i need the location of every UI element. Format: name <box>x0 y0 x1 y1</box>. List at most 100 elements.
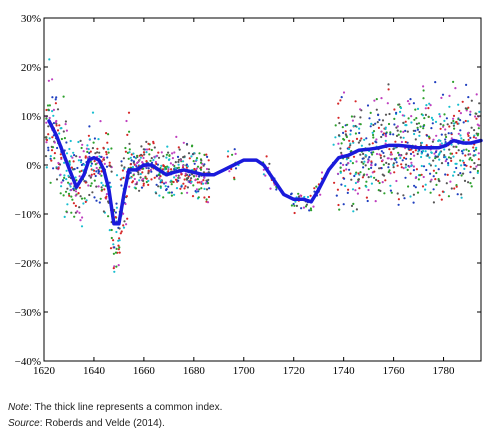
scatter-point <box>404 129 407 132</box>
scatter-point <box>81 216 84 219</box>
scatter-point <box>404 176 407 179</box>
scatter-point <box>53 152 57 155</box>
scatter-point <box>170 183 173 186</box>
scatter-point <box>170 191 173 194</box>
scatter-point <box>397 198 400 201</box>
scatter-point <box>139 156 142 159</box>
scatter-point <box>46 104 50 107</box>
scatter-point <box>119 178 122 181</box>
scatter-point <box>205 188 209 191</box>
scatter-point <box>467 181 470 184</box>
scatter-point <box>438 113 441 116</box>
scatter-point <box>124 146 127 150</box>
scatter-point <box>337 134 341 137</box>
scatter-point <box>432 169 435 172</box>
scatter-point <box>197 190 200 193</box>
scatter-point <box>402 194 405 197</box>
scatter-point <box>384 127 387 131</box>
scatter-point <box>79 219 82 222</box>
scatter-point <box>297 192 300 195</box>
scatter-point <box>72 160 75 163</box>
scatter-point <box>139 176 142 179</box>
scatter-point <box>438 194 441 197</box>
scatter-point <box>390 191 393 194</box>
scatter-point <box>474 148 478 151</box>
scatter-point <box>443 113 446 116</box>
scatter-point <box>387 163 390 166</box>
scatter-point <box>344 184 347 188</box>
scatter-point <box>427 107 430 110</box>
scatter-point <box>450 159 453 162</box>
scatter-point <box>381 133 385 136</box>
scatter-point <box>302 206 305 209</box>
scatter-point <box>185 163 188 166</box>
scatter-point <box>163 182 166 185</box>
scatter-point <box>402 167 405 170</box>
scatter-point <box>175 174 178 177</box>
scatter-point <box>51 96 54 99</box>
scatter-point <box>312 205 315 208</box>
scatter-point <box>399 154 402 157</box>
scatter-point <box>453 127 456 130</box>
scatter-point <box>65 169 68 172</box>
scatter-point <box>74 211 77 214</box>
y-tick-label: −40% <box>15 356 41 368</box>
scatter-point <box>124 150 127 153</box>
scatter-point <box>354 100 357 103</box>
scatter-point <box>387 170 390 174</box>
scatter-point <box>399 106 403 110</box>
scatter-point <box>134 187 137 190</box>
scatter-point <box>389 184 392 187</box>
scatter-point <box>159 185 162 188</box>
scatter-point <box>140 145 143 148</box>
scatter-point <box>113 246 116 249</box>
scatter-point <box>78 175 81 178</box>
scatter-point <box>126 217 129 220</box>
scatter-point <box>360 161 363 164</box>
scatter-point <box>157 185 160 188</box>
scatter-point <box>372 151 375 154</box>
scatter-point <box>434 81 437 84</box>
scatter-point <box>359 116 362 119</box>
scatter-point <box>450 132 453 135</box>
scatter-point <box>436 155 439 158</box>
scatter-point <box>357 178 360 181</box>
scatter-point <box>195 174 198 177</box>
scatter-point <box>125 195 128 198</box>
scatter-point <box>376 121 379 124</box>
scatter-point <box>47 125 50 128</box>
scatter-point <box>85 147 88 150</box>
scatter-point <box>421 114 424 117</box>
scatter-point <box>429 172 432 175</box>
scatter-point <box>110 170 113 173</box>
scatter-point <box>149 168 152 172</box>
scatter-point <box>413 154 416 157</box>
scatter-point <box>137 173 140 176</box>
scatter-point <box>345 168 348 171</box>
scatter-point <box>93 137 96 140</box>
scatter-point <box>159 175 162 178</box>
scatter-point <box>351 162 354 165</box>
scatter-point <box>67 174 70 177</box>
scatter-point <box>455 151 458 155</box>
scatter-point <box>203 187 206 190</box>
scatter-point <box>71 198 74 201</box>
scatter-point <box>374 122 377 125</box>
scatter-point <box>396 129 399 132</box>
scatter-point <box>128 185 131 188</box>
scatter-point <box>193 167 196 171</box>
scatter-point <box>370 164 373 167</box>
scatter-point <box>334 136 337 139</box>
scatter-point <box>56 108 60 111</box>
scatter-point <box>66 187 69 190</box>
scatter-point <box>109 185 112 188</box>
scatter-point <box>47 108 50 111</box>
scatter-point <box>457 118 460 121</box>
scatter-point <box>290 204 293 207</box>
scatter-point <box>155 192 158 195</box>
scatter-point <box>45 138 49 142</box>
scatter-point <box>105 150 108 154</box>
scatter-point <box>432 138 435 141</box>
scatter-point <box>107 151 110 154</box>
scatter-point <box>155 183 158 186</box>
